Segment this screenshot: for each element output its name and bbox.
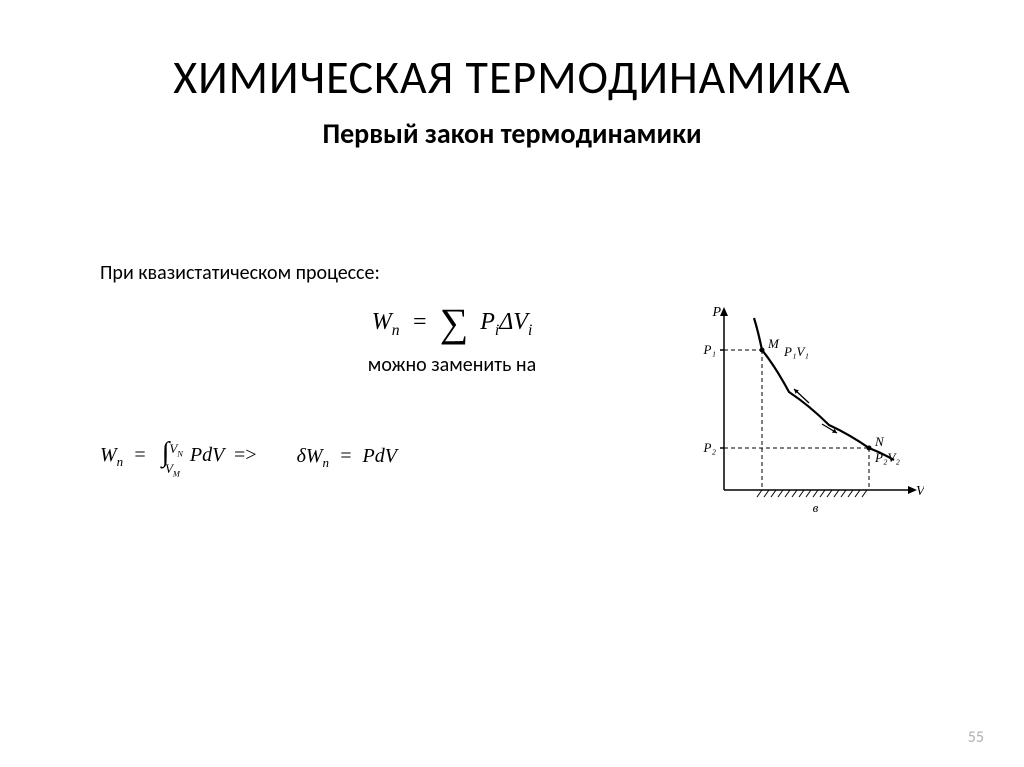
formula-integral: Wп = ∫VNVM PdV => bbox=[100, 437, 257, 478]
sum-sign: ∑ bbox=[440, 305, 469, 341]
svg-text:P₂V₂: P₂V₂ bbox=[874, 450, 900, 465]
page-number: 55 bbox=[968, 728, 984, 747]
svg-text:P₁: P₁ bbox=[703, 342, 716, 357]
svg-text:в: в bbox=[813, 500, 819, 515]
f3-lhs-sub: п bbox=[323, 455, 330, 470]
f3-lhs: δW bbox=[297, 445, 323, 467]
f3-rhs: PdV bbox=[363, 445, 397, 467]
f1-dv: ΔV bbox=[499, 309, 528, 335]
svg-text:P₁V₁: P₁V₁ bbox=[783, 344, 809, 359]
pv-diagram: P Vв P₁ P₂ MP₁V₁ NP₂V₂ bbox=[694, 300, 924, 520]
intro-text: При квазистатическом процессе: bbox=[100, 261, 964, 285]
f1-dv-sub: i bbox=[528, 321, 532, 338]
f1-lhs-sub: п bbox=[392, 321, 400, 338]
slide-title: ХИМИЧЕСКАЯ ТЕРМОДИНАМИКА bbox=[60, 50, 964, 106]
f2-lhs-sub: п bbox=[117, 454, 124, 469]
f2-integrand: PdV bbox=[190, 444, 224, 466]
f2-lhs: W bbox=[100, 444, 117, 466]
f1-lhs: W bbox=[372, 309, 392, 335]
svg-text:V: V bbox=[916, 484, 924, 499]
svg-text:N: N bbox=[874, 434, 885, 449]
f1-p: P bbox=[480, 309, 495, 335]
slide: ХИМИЧЕСКАЯ ТЕРМОДИНАМИКА Первый закон те… bbox=[0, 0, 1024, 767]
svg-text:M: M bbox=[767, 336, 780, 351]
slide-subtitle: Первый закон термодинамики bbox=[60, 116, 964, 151]
f2-arrow: => bbox=[234, 444, 257, 466]
formula-differential: δWп = PdV bbox=[297, 445, 397, 471]
svg-text:P₂: P₂ bbox=[703, 440, 717, 455]
svg-text:P: P bbox=[711, 305, 721, 320]
